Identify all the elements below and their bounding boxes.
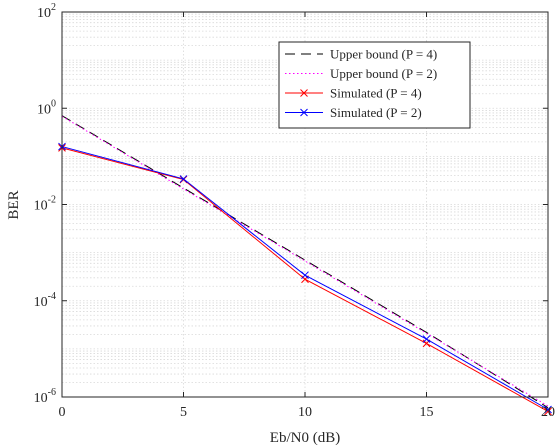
y-tick-label: 10-2	[34, 195, 56, 214]
x-tick-label: 20	[541, 405, 555, 420]
series-marker-4	[544, 405, 552, 414]
x-tick-label: 10	[298, 405, 312, 420]
series-marker-4	[422, 335, 431, 343]
y-tick-label: 100	[37, 98, 56, 117]
series-marker-4	[301, 271, 309, 280]
legend-label: Simulated (P = 2)	[330, 105, 422, 120]
legend: Upper bound (P = 4) Upper bound (P = 2) Si…	[278, 41, 471, 129]
series-line-1	[61, 115, 549, 409]
series-layer	[58, 115, 552, 416]
legend-marker	[300, 108, 308, 117]
ticks: 0 5 10 15 20 10-6 10-4 10-2 100 102	[34, 2, 555, 420]
legend-label: Simulated (P = 4)	[330, 86, 422, 101]
x-axis-label: Eb/N0 (dB)	[270, 430, 340, 446]
y-tick-label: 10-6	[34, 387, 56, 406]
legend-label: Upper bound (P = 4)	[330, 47, 437, 62]
y-axis-label: BER	[6, 190, 22, 219]
x-tick-label: 0	[59, 405, 66, 420]
legend-box	[278, 41, 471, 129]
legend-label: Upper bound (P = 2)	[330, 66, 437, 81]
x-tick-label: 5	[180, 405, 187, 420]
series-marker-3	[544, 407, 552, 416]
legend-marker	[300, 89, 308, 97]
series-marker-4	[179, 175, 188, 183]
y-tick-label: 102	[37, 2, 56, 21]
y-tick-label: 10-4	[34, 291, 56, 310]
x-tick-label: 15	[420, 405, 434, 420]
